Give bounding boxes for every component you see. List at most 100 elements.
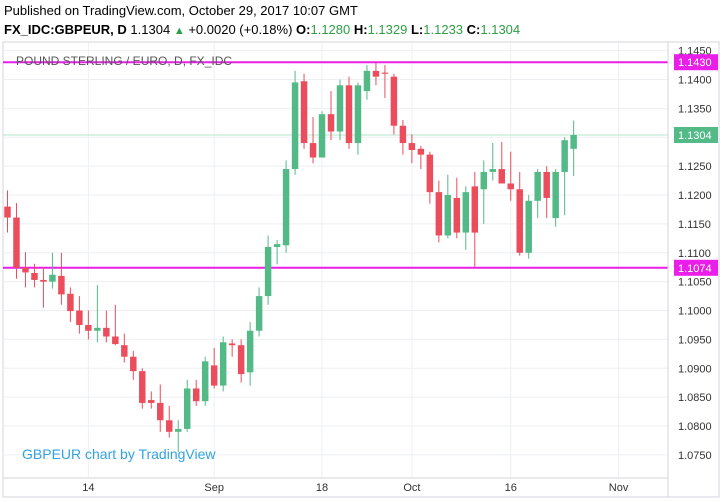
- y-tick-label: 1.1250: [678, 161, 712, 173]
- candle-down[interactable]: [471, 171, 479, 268]
- time-axis[interactable]: 14 Sep 18 Oct 16 Nov: [82, 482, 629, 494]
- candle-up[interactable]: [552, 169, 559, 227]
- level-badge: [674, 259, 718, 276]
- candle-up[interactable]: [201, 356, 209, 406]
- candle-up[interactable]: [480, 160, 488, 224]
- candle-up[interactable]: [336, 79, 344, 141]
- candle-up[interactable]: [94, 285, 101, 343]
- candle-down[interactable]: [58, 252, 65, 305]
- candle-up[interactable]: [525, 195, 532, 259]
- candle-down[interactable]: [228, 339, 236, 357]
- candle-down[interactable]: [139, 368, 146, 409]
- candle-down[interactable]: [453, 177, 461, 239]
- candle-up[interactable]: [318, 111, 326, 158]
- candle-up[interactable]: [489, 143, 496, 181]
- candle-down[interactable]: [130, 350, 137, 380]
- candle-down[interactable]: [399, 119, 407, 155]
- candle-down[interactable]: [381, 65, 389, 99]
- candle-body: [148, 400, 155, 403]
- candle-body: [264, 247, 272, 297]
- candle-down[interactable]: [237, 339, 245, 383]
- candle-down[interactable]: [22, 252, 29, 288]
- candle-down[interactable]: [516, 171, 523, 256]
- candle-body: [327, 114, 335, 132]
- candle-down[interactable]: [148, 391, 155, 409]
- candle-down[interactable]: [435, 180, 443, 243]
- candle-body: [534, 171, 541, 201]
- candle-body: [399, 125, 407, 144]
- candle-down[interactable]: [76, 296, 83, 334]
- open-label: O:: [296, 22, 311, 37]
- high-label: H:: [353, 22, 368, 37]
- candle-up[interactable]: [444, 174, 452, 239]
- y-tick-label: 1.0950: [678, 334, 712, 346]
- candle-up[interactable]: [462, 186, 470, 250]
- candle-up[interactable]: [246, 322, 254, 386]
- candle-body: [561, 140, 568, 172]
- candle-down[interactable]: [390, 73, 398, 135]
- candle-down[interactable]: [507, 151, 514, 201]
- candle-up[interactable]: [264, 235, 272, 305]
- candle-down[interactable]: [426, 151, 434, 204]
- candle-up[interactable]: [291, 70, 299, 175]
- candle-up[interactable]: [363, 65, 371, 100]
- candle-down[interactable]: [40, 267, 47, 308]
- candle-body: [13, 217, 20, 268]
- candle-up[interactable]: [183, 379, 191, 432]
- candle-up[interactable]: [49, 252, 56, 289]
- candle-body: [237, 345, 245, 375]
- candle-down[interactable]: [103, 310, 110, 343]
- candle-up[interactable]: [175, 420, 182, 453]
- candle-down[interactable]: [417, 145, 425, 170]
- candle-up[interactable]: [354, 82, 362, 155]
- last-price-value: 1.1304: [130, 22, 171, 37]
- low-label: L:: [410, 22, 424, 37]
- candle-up[interactable]: [219, 336, 227, 392]
- candle-down[interactable]: [67, 287, 74, 323]
- candle-down[interactable]: [408, 134, 416, 164]
- candle-body: [166, 420, 173, 432]
- candle-body: [516, 189, 523, 253]
- candle-body: [336, 85, 344, 132]
- candle-down[interactable]: [166, 405, 173, 438]
- candle-down[interactable]: [309, 117, 317, 164]
- price-badges: 1.1430 1.1074 1.1304: [674, 54, 718, 276]
- candle-up[interactable]: [570, 120, 577, 176]
- candle-up[interactable]: [534, 169, 541, 219]
- candle-down[interactable]: [372, 62, 380, 86]
- gridlines: [3, 42, 668, 478]
- candle-down[interactable]: [121, 333, 128, 363]
- candle-down[interactable]: [112, 304, 119, 346]
- candle-body: [480, 171, 488, 190]
- candle-down[interactable]: [543, 166, 550, 219]
- candle-up[interactable]: [255, 287, 263, 337]
- low-value: 1.1233: [423, 22, 464, 37]
- close-label: C:: [466, 22, 481, 37]
- candle-down[interactable]: [327, 91, 335, 141]
- candle-body: [282, 169, 290, 246]
- candle-down[interactable]: [85, 310, 92, 340]
- candle-up[interactable]: [561, 137, 568, 216]
- candle-body: [4, 206, 11, 218]
- candle-body: [183, 388, 191, 429]
- candle-body: [525, 200, 532, 253]
- candle-body: [390, 76, 398, 126]
- candle-up[interactable]: [282, 160, 290, 253]
- price-axis[interactable]: 1.14501.14001.13501.13001.12501.12001.11…: [678, 46, 712, 462]
- candle-down[interactable]: [345, 76, 353, 149]
- candle-up[interactable]: [273, 240, 281, 265]
- change-up-icon: ▲: [173, 25, 185, 37]
- candles-layer[interactable]: [4, 62, 577, 453]
- candle-body: [570, 134, 577, 149]
- candle-down[interactable]: [498, 141, 505, 184]
- candle-down[interactable]: [4, 190, 11, 233]
- candle-down[interactable]: [300, 73, 308, 149]
- candle-down[interactable]: [192, 379, 200, 406]
- candle-down[interactable]: [210, 348, 218, 389]
- candle-down[interactable]: [31, 263, 38, 288]
- candle-down[interactable]: [157, 384, 164, 432]
- candle-down[interactable]: [13, 203, 20, 279]
- candle-body: [103, 327, 110, 337]
- candle-body: [246, 330, 254, 373]
